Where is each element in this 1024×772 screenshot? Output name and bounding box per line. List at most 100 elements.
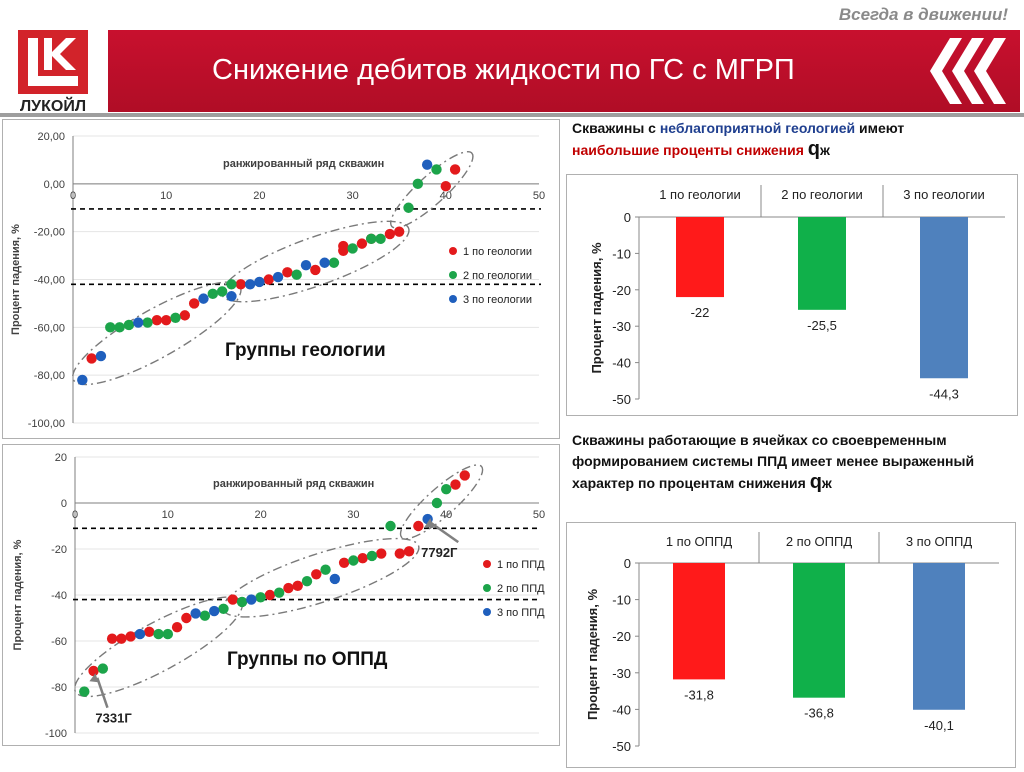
note2-q: q	[809, 471, 822, 493]
data-point	[283, 582, 294, 594]
y-axis-label: Процент падения, %	[585, 589, 600, 720]
data-point	[347, 243, 358, 254]
data-point	[375, 233, 386, 245]
data-point	[413, 520, 424, 532]
group-ellipse	[72, 281, 242, 386]
y-tick-label: -80	[51, 682, 67, 694]
y-axis-label: Процент падения, %	[10, 224, 22, 335]
data-point	[394, 226, 405, 237]
data-point	[431, 497, 443, 509]
bar-value-label: -44,3	[929, 386, 959, 401]
x-tick-label: 30	[347, 509, 359, 521]
note2-text: Скважины работающие в ячейках со своевре…	[572, 432, 975, 491]
legend-marker	[449, 295, 457, 303]
logo-text: ЛУКОЙЛ	[19, 98, 87, 115]
oppd-bar-chart: 0 -10 -20 -30 -40 -50 1 по ОППД -31,8 2 по ОППД -…	[566, 522, 1016, 768]
data-point	[255, 592, 266, 603]
y-tick-label: -10	[612, 246, 631, 261]
data-point	[226, 279, 237, 290]
bar-value-label: -36,8	[804, 706, 834, 721]
data-point	[264, 589, 276, 601]
data-point	[421, 159, 433, 170]
data-point	[179, 310, 191, 321]
data-point	[320, 564, 331, 575]
data-point	[236, 596, 248, 608]
data-point	[79, 686, 90, 697]
y-tick-label: -100,00	[28, 418, 65, 430]
data-point	[170, 312, 181, 323]
data-point	[459, 470, 470, 481]
data-point	[272, 271, 284, 283]
group-ellipse	[390, 151, 474, 229]
data-point	[301, 576, 313, 587]
y-tick-label: -50	[612, 739, 631, 754]
data-point	[440, 181, 451, 192]
y-tick-label: -20,00	[34, 227, 65, 239]
bar	[793, 563, 845, 698]
legend-marker	[483, 608, 491, 616]
data-point	[450, 479, 461, 490]
data-point	[366, 233, 377, 245]
data-point	[291, 269, 302, 280]
x-tick-label: 50	[533, 509, 545, 521]
legend-marker	[483, 560, 491, 568]
category-label: 3 по ОППД	[906, 534, 973, 549]
annotation-arrow	[96, 677, 109, 709]
y-tick-label: -20	[51, 544, 67, 556]
data-point	[161, 314, 172, 326]
chart-title: ранжированный ряд скважин	[213, 478, 374, 490]
oppd-bar-svg: 0 -10 -20 -30 -40 -50 1 по ОППД -31,8 2 по ОППД -…	[585, 532, 999, 754]
data-point	[449, 164, 461, 175]
legend-label: 3 по ППД	[497, 607, 545, 619]
y-tick-label: -40	[612, 702, 631, 717]
y-tick-label: -20	[612, 283, 631, 298]
note1-sub: ж	[819, 142, 830, 158]
data-point	[235, 279, 246, 290]
data-point	[97, 663, 109, 674]
category-label: 2 по геологии	[781, 187, 863, 202]
data-point	[227, 594, 238, 605]
data-point	[273, 587, 285, 598]
annotation-label-7792: 7792Г	[421, 545, 458, 560]
legend-marker	[449, 271, 457, 279]
group-ellipse	[222, 537, 420, 618]
y-tick-label: -60,00	[34, 322, 65, 334]
data-point	[338, 240, 349, 252]
legend-label: 2 по геологии	[463, 270, 532, 282]
x-tick-label: 40	[440, 509, 452, 521]
y-tick-label: 20	[55, 452, 67, 464]
oppd-scatter-svg: 20 0 -20 -40 -60 -80 -100 0 10 20 30 40 50 ранжирован…	[12, 452, 545, 740]
data-point	[366, 550, 378, 562]
data-point	[106, 633, 118, 644]
y-tick-label: -80,00	[34, 370, 65, 382]
y-axis-label: Процент падения, %	[12, 539, 24, 650]
group-label: Группы геологии	[225, 340, 386, 361]
y-tick-label: -40	[51, 590, 67, 602]
data-point	[171, 622, 183, 633]
data-point	[300, 259, 312, 271]
data-point	[356, 238, 368, 249]
data-point	[95, 350, 107, 362]
bar-value-label: -31,8	[684, 687, 714, 702]
data-point	[319, 257, 330, 268]
note1-part3: имеют	[855, 120, 905, 136]
y-tick-label: 20,00	[37, 131, 65, 143]
data-point	[86, 353, 97, 364]
bar	[676, 217, 724, 298]
legend-label: 2 по ППД	[497, 583, 545, 595]
data-point	[431, 164, 442, 175]
data-point	[282, 267, 293, 278]
data-point	[190, 608, 201, 619]
data-point	[105, 322, 116, 333]
tagline: Всегда в движении!	[838, 5, 1008, 24]
y-tick-label: -100	[45, 728, 67, 740]
x-tick-label: 50	[533, 190, 545, 202]
geology-bar-chart: 0 -10 -20 -30 -40 -50 1 по геологии -22 2 по гео…	[566, 174, 1018, 416]
group-ellipse	[220, 220, 410, 303]
data-point	[151, 314, 163, 326]
chart-title: ранжированный ряд скважин	[223, 158, 384, 170]
bar	[913, 563, 965, 710]
data-point	[226, 291, 237, 302]
y-tick-label: -10	[612, 593, 631, 608]
data-point	[384, 228, 396, 240]
